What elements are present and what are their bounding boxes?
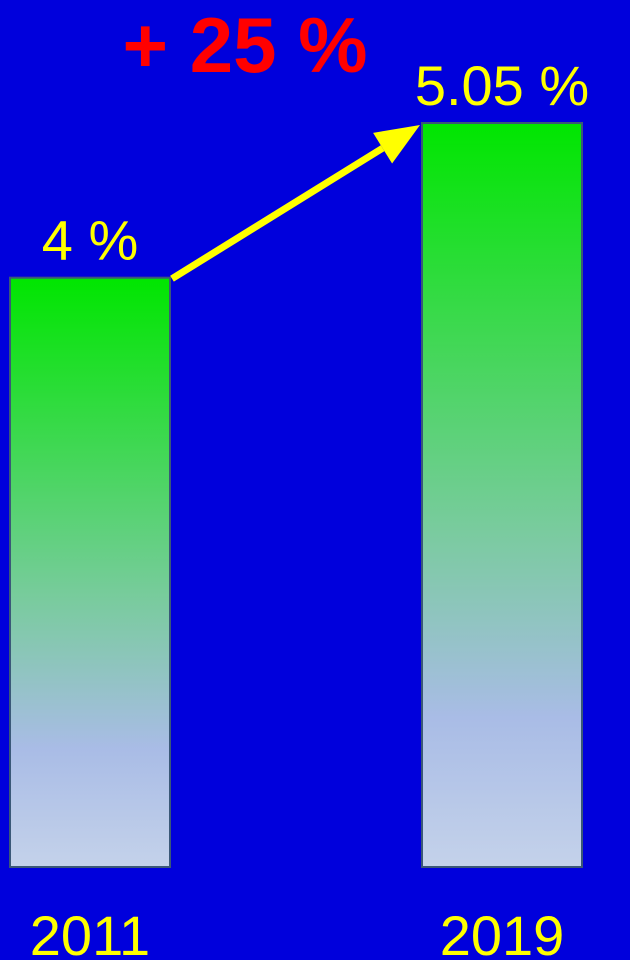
growth-arrow-head — [373, 125, 420, 164]
x-tick-label-2019: 2019 — [440, 904, 565, 960]
bar-2019 — [421, 122, 583, 868]
value-label-2019: 5.05 % — [415, 54, 589, 117]
x-tick-label-2011: 2011 — [30, 904, 150, 960]
growth-arrow-line — [170, 145, 385, 282]
growth-annotation: + 25 % — [122, 1, 367, 89]
value-label-2011: 4 % — [42, 209, 139, 272]
bar-2011 — [9, 276, 171, 868]
